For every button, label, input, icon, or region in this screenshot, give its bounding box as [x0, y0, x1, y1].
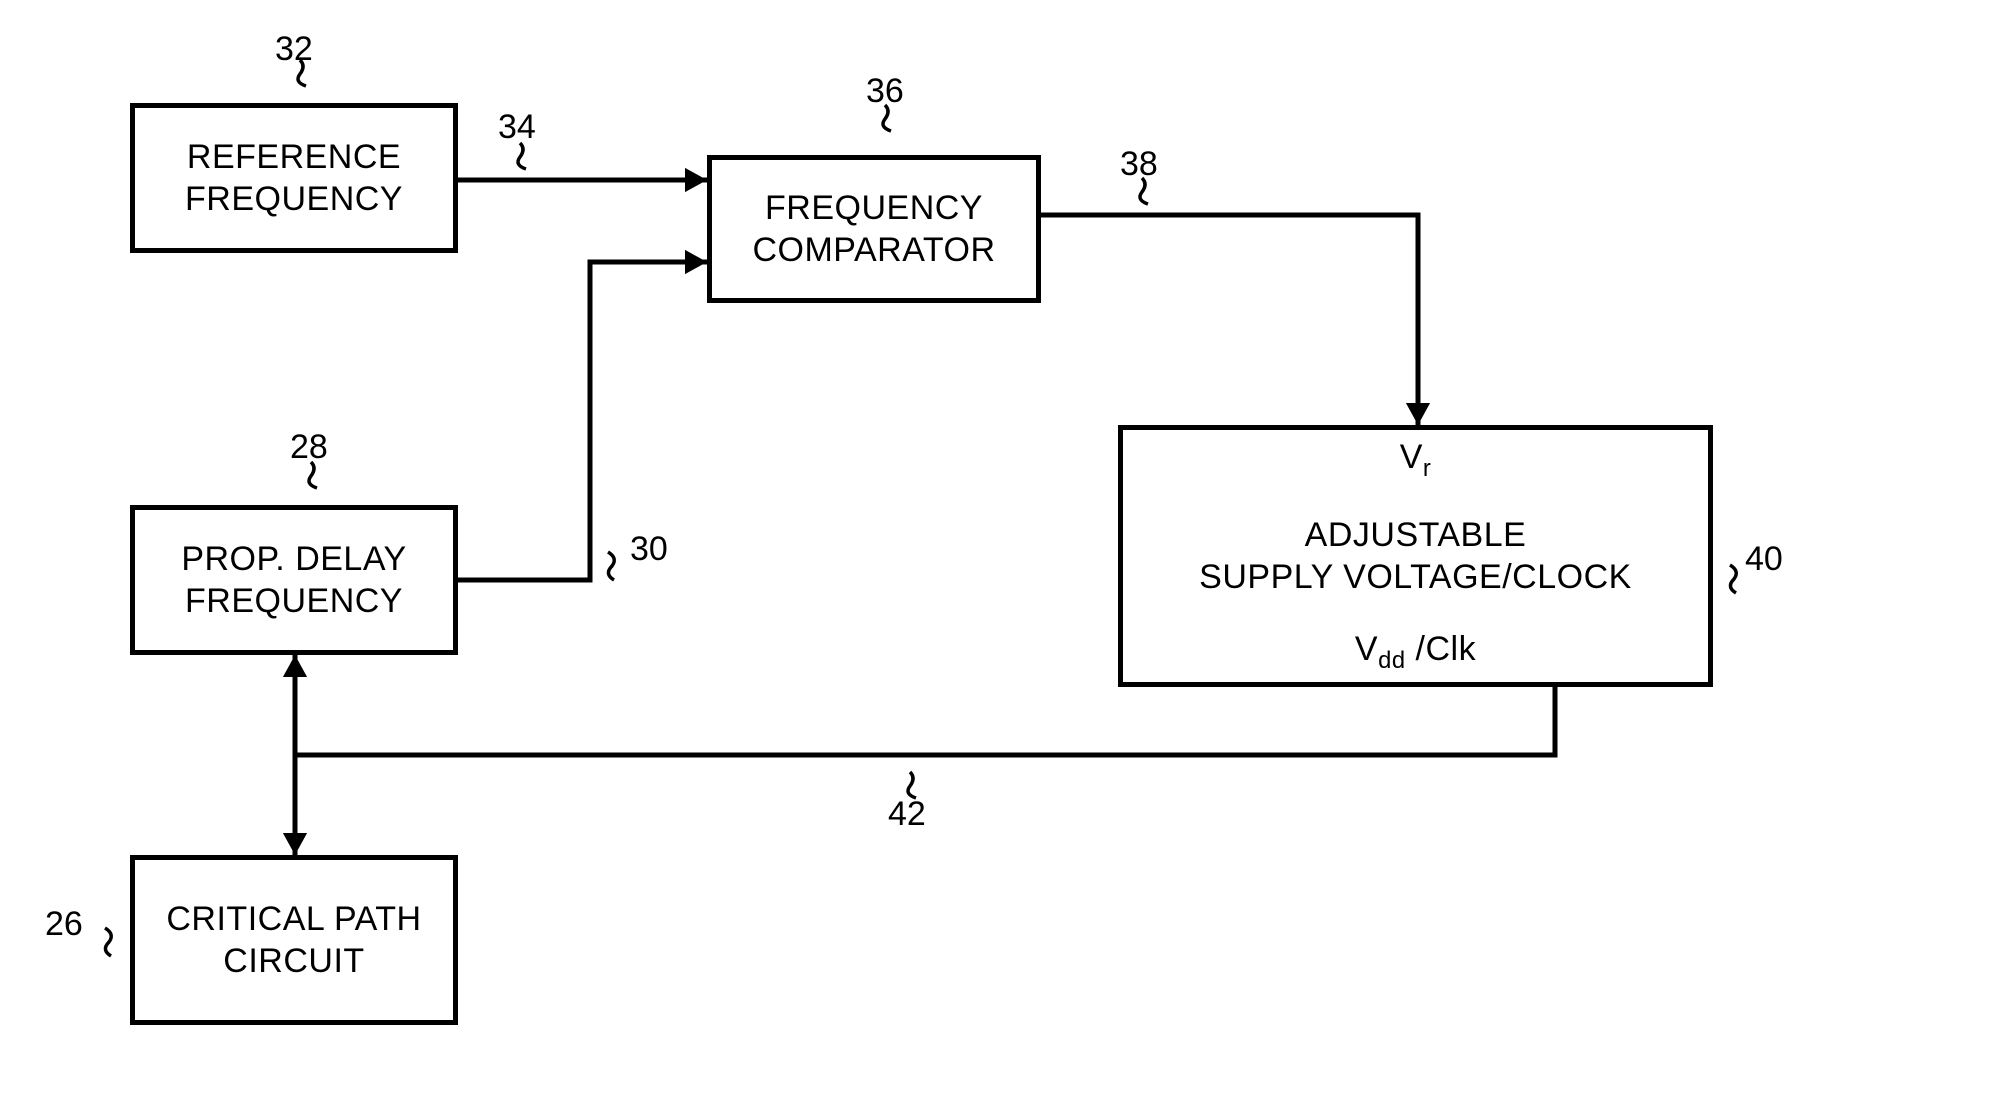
diagram-canvas: REFERENCEFREQUENCY32FREQUENCYCOMPARATOR3… — [0, 0, 2014, 1111]
tick-26 — [0, 0, 2014, 1111]
